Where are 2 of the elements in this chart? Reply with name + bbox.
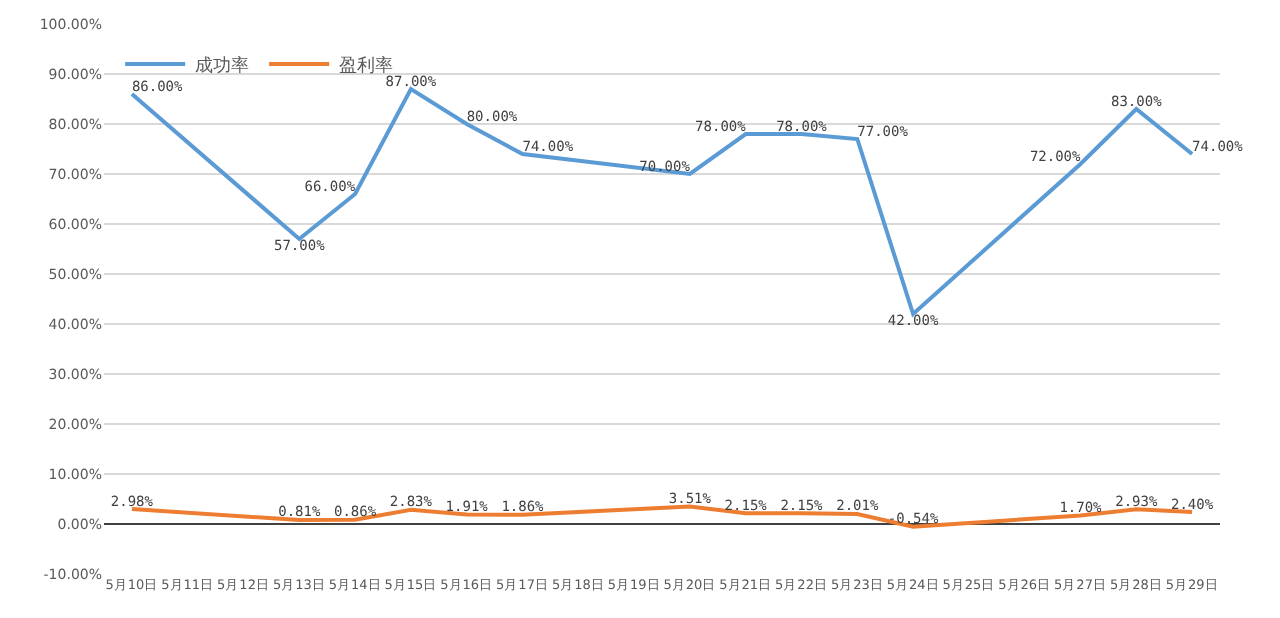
legend-label: 盈利率 [339,55,394,78]
legend-label: 成功率 [195,55,250,78]
